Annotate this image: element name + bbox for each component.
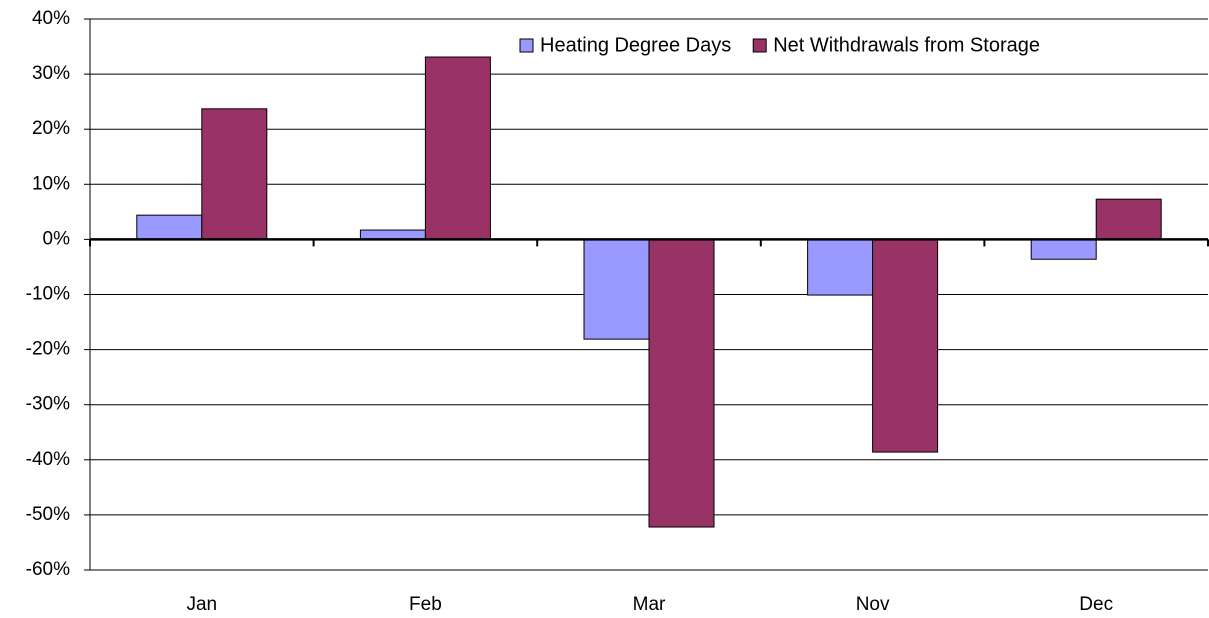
bar <box>872 238 939 453</box>
y-tick-label: -30% <box>26 394 70 415</box>
bar <box>424 56 491 240</box>
bar <box>201 108 268 240</box>
bar <box>648 238 715 528</box>
y-tick-label: -20% <box>26 339 70 360</box>
legend-swatch <box>752 38 767 53</box>
legend-label: Heating Degree Days <box>540 34 731 56</box>
y-tick-label: 40% <box>32 8 70 29</box>
y-tick-label: -10% <box>26 284 70 305</box>
y-tick-label: 30% <box>32 63 70 84</box>
legend-swatch <box>519 38 534 53</box>
bar <box>359 229 426 240</box>
bar <box>583 238 650 340</box>
x-tick-label: Feb <box>409 594 442 615</box>
x-tick-label: Jan <box>186 594 217 615</box>
y-tick-label: 0% <box>43 228 71 249</box>
y-tick-label: -60% <box>26 559 70 580</box>
bar <box>136 214 203 240</box>
y-tick-label: 20% <box>32 118 70 139</box>
x-tick-label: Dec <box>1079 594 1113 615</box>
y-tick-label: 10% <box>32 173 70 194</box>
legend-label: Net Withdrawals from Storage <box>773 34 1040 56</box>
x-tick-label: Nov <box>856 594 890 615</box>
y-tick-label: -50% <box>26 504 70 525</box>
bar <box>1095 198 1162 240</box>
bar <box>1030 238 1097 260</box>
bar <box>807 238 874 296</box>
x-tick-label: Mar <box>633 594 666 615</box>
y-tick-label: -40% <box>26 449 70 470</box>
